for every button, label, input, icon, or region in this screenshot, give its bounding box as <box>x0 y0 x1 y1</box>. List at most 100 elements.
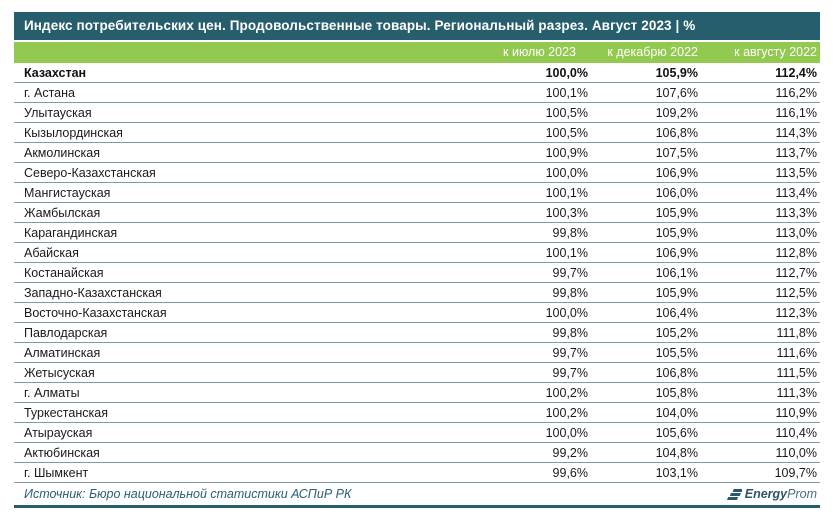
region-name: Улытауская <box>14 102 414 123</box>
table-row: Туркестанская 100,2% 104,0% 110,9% <box>14 402 820 423</box>
value-cell: 113,7% <box>700 142 820 163</box>
value-cell: 107,6% <box>590 82 700 103</box>
value-cell: 105,9% <box>590 63 700 83</box>
region-name: г. Шымкент <box>14 462 414 483</box>
column-header-august-2022: к августу 2022 <box>700 42 820 63</box>
region-name: г. Алматы <box>14 382 414 403</box>
cpi-report: Индекс потребительских цен. Продовольств… <box>14 12 820 508</box>
value-cell: 111,3% <box>700 382 820 403</box>
column-header-row: к июлю 2023 к декабрю 2022 к августу 202… <box>14 42 820 63</box>
value-cell: 100,5% <box>414 102 590 123</box>
value-cell: 116,2% <box>700 82 820 103</box>
table-row: Кызылординская 100,5% 106,8% 114,3% <box>14 122 820 143</box>
value-cell: 110,0% <box>700 442 820 463</box>
value-cell: 107,5% <box>590 142 700 163</box>
region-column-header <box>14 42 414 63</box>
value-cell: 100,0% <box>414 302 590 323</box>
column-header-december-2022: к декабрю 2022 <box>590 42 700 63</box>
energyprom-logo: EnergyProm <box>726 487 817 501</box>
table-row: Атырауская 100,0% 105,6% 110,4% <box>14 422 820 443</box>
value-cell: 99,8% <box>414 222 590 243</box>
table-row: Мангистауская 100,1% 106,0% 113,4% <box>14 182 820 203</box>
table-row: Восточно-Казахстанская 100,0% 106,4% 112,3% <box>14 302 820 323</box>
region-name: Актюбинская <box>14 442 414 463</box>
value-cell: 106,1% <box>590 262 700 283</box>
value-cell: 100,1% <box>414 82 590 103</box>
region-name: Абайская <box>14 242 414 263</box>
value-cell: 114,3% <box>700 122 820 143</box>
value-cell: 112,7% <box>700 262 820 283</box>
value-cell: 106,8% <box>590 122 700 143</box>
table-row: Жамбылская 100,3% 105,9% 113,3% <box>14 202 820 223</box>
region-name: Жамбылская <box>14 202 414 223</box>
value-cell: 104,8% <box>590 442 700 463</box>
region-name: Кызылординская <box>14 122 414 143</box>
value-cell: 99,2% <box>414 442 590 463</box>
value-cell: 105,9% <box>590 222 700 243</box>
value-cell: 112,5% <box>700 282 820 303</box>
value-cell: 112,8% <box>700 242 820 263</box>
value-cell: 112,4% <box>700 63 820 83</box>
logo-text: EnergyProm <box>745 487 817 501</box>
value-cell: 113,4% <box>700 182 820 203</box>
value-cell: 109,7% <box>700 462 820 483</box>
value-cell: 100,0% <box>414 422 590 443</box>
table-body: Казахстан 100,0% 105,9% 112,4% г. Астана 100,… <box>14 63 820 483</box>
column-header-july-2023: к июлю 2023 <box>414 42 590 63</box>
region-name: Западно-Казахстанская <box>14 282 414 303</box>
value-cell: 105,8% <box>590 382 700 403</box>
table-row: Жетысуская 99,7% 106,8% 111,5% <box>14 362 820 383</box>
value-cell: 106,4% <box>590 302 700 323</box>
logo-text-energy: Energy <box>744 487 788 501</box>
value-cell: 100,1% <box>414 182 590 203</box>
value-cell: 99,6% <box>414 462 590 483</box>
region-name: Карагандинская <box>14 222 414 243</box>
value-cell: 111,6% <box>700 342 820 363</box>
region-name: Акмолинская <box>14 142 414 163</box>
value-cell: 111,5% <box>700 362 820 383</box>
cpi-table: к июлю 2023 к декабрю 2022 к августу 202… <box>14 42 820 483</box>
value-cell: 105,2% <box>590 322 700 343</box>
table-row: Костанайская 99,7% 106,1% 112,7% <box>14 262 820 283</box>
region-name: Туркестанская <box>14 402 414 423</box>
footer: Источник: Бюро национальной статистики А… <box>14 483 820 508</box>
table-row: Актюбинская 99,2% 104,8% 110,0% <box>14 442 820 463</box>
source-note: Источник: Бюро национальной статистики А… <box>24 487 352 501</box>
value-cell: 105,6% <box>590 422 700 443</box>
value-cell: 100,0% <box>414 63 590 83</box>
value-cell: 100,1% <box>414 242 590 263</box>
region-name: Алматинская <box>14 342 414 363</box>
value-cell: 105,5% <box>590 342 700 363</box>
report-title: Индекс потребительских цен. Продовольств… <box>24 18 696 33</box>
table-row: г. Астана 100,1% 107,6% 116,2% <box>14 82 820 103</box>
table-row: г. Алматы 100,2% 105,8% 111,3% <box>14 382 820 403</box>
table-row: Улытауская 100,5% 109,2% 116,1% <box>14 102 820 123</box>
table-row: Павлодарская 99,8% 105,2% 111,8% <box>14 322 820 343</box>
region-name: Северо-Казахстанская <box>14 162 414 183</box>
region-name: г. Астана <box>14 82 414 103</box>
region-name: Павлодарская <box>14 322 414 343</box>
value-cell: 106,9% <box>590 162 700 183</box>
table-row: Казахстан 100,0% 105,9% 112,4% <box>14 63 820 83</box>
value-cell: 105,9% <box>590 282 700 303</box>
value-cell: 100,2% <box>414 402 590 423</box>
value-cell: 113,3% <box>700 202 820 223</box>
table-row: Акмолинская 100,9% 107,5% 113,7% <box>14 142 820 163</box>
region-name: Казахстан <box>14 63 414 83</box>
value-cell: 106,8% <box>590 362 700 383</box>
value-cell: 110,9% <box>700 402 820 423</box>
region-name: Жетысуская <box>14 362 414 383</box>
value-cell: 105,9% <box>590 202 700 223</box>
logo-text-prom: Prom <box>787 487 817 501</box>
value-cell: 99,8% <box>414 282 590 303</box>
value-cell: 111,8% <box>700 322 820 343</box>
value-cell: 112,3% <box>700 302 820 323</box>
value-cell: 103,1% <box>590 462 700 483</box>
value-cell: 106,0% <box>590 182 700 203</box>
energyprom-icon <box>726 488 742 500</box>
value-cell: 100,9% <box>414 142 590 163</box>
value-cell: 100,2% <box>414 382 590 403</box>
value-cell: 99,7% <box>414 342 590 363</box>
region-name: Атырауская <box>14 422 414 443</box>
table-row: г. Шымкент 99,6% 103,1% 109,7% <box>14 462 820 483</box>
